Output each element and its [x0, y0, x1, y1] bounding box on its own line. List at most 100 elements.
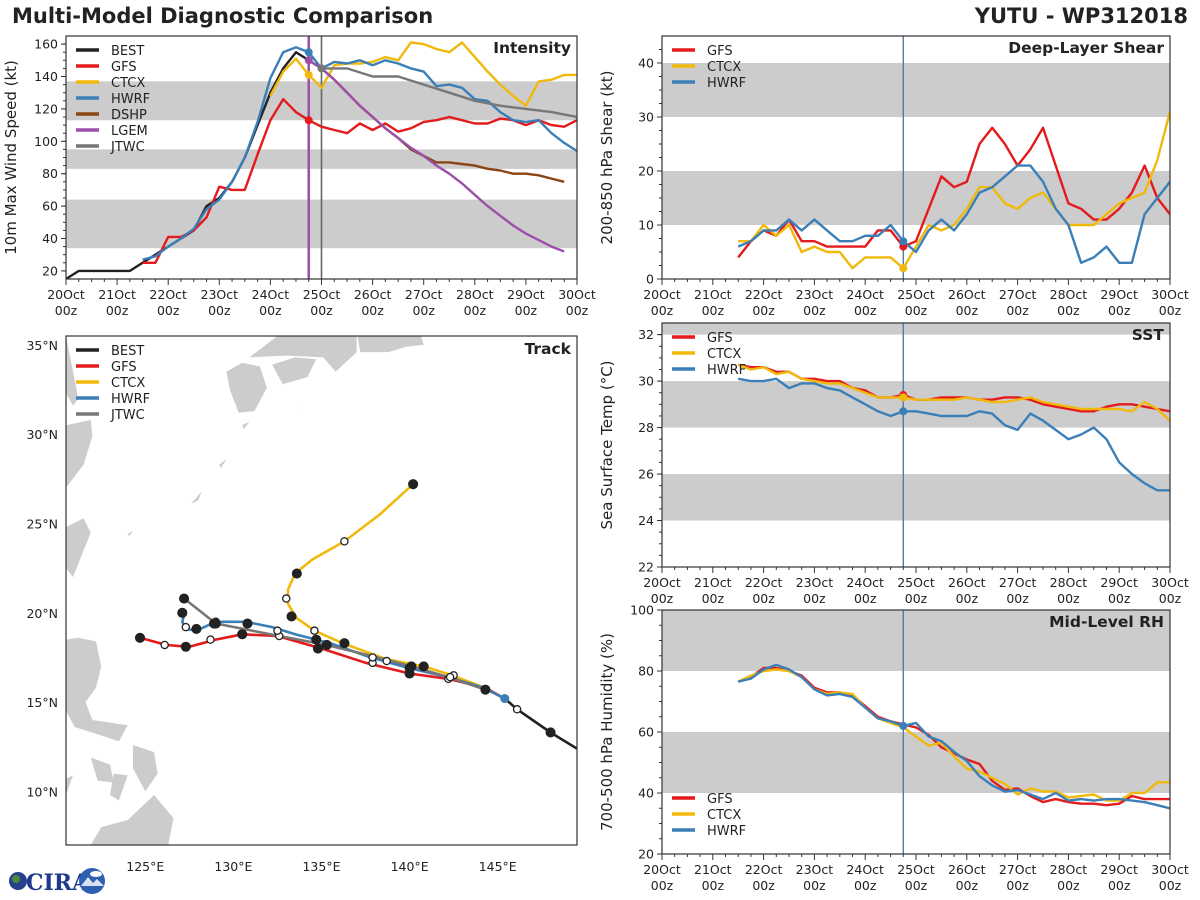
y-tick-label: 22	[638, 560, 654, 575]
marker-jtwc	[317, 64, 326, 73]
landmass	[66, 637, 128, 742]
track-filled-point	[286, 611, 297, 622]
x-tick-label: 26Oct	[948, 575, 986, 590]
x-tick-sublabel: 00z	[803, 303, 826, 318]
x-tick-sublabel: 00z	[651, 591, 674, 606]
legend-label-best: BEST	[111, 344, 144, 359]
x-tick-label: 23Oct	[201, 287, 239, 302]
x-tick-label: 25Oct	[303, 287, 341, 302]
cira-logo: CIRA	[9, 868, 105, 896]
x-tick-label: 28Oct	[456, 287, 494, 302]
x-tick-label: 20Oct	[47, 287, 85, 302]
y-tick-label: 80	[42, 166, 58, 181]
track-open-point	[382, 656, 391, 666]
x-tick-sublabel: 00z	[905, 303, 928, 318]
x-tick-sublabel: 00z	[702, 303, 725, 318]
marker-hwrf	[899, 721, 908, 730]
legend-label-gfs: GFS	[111, 360, 137, 375]
track-filled-point	[339, 638, 350, 649]
panel-title: Mid-Level RH	[1049, 613, 1164, 631]
x-tick-label: 30Oct	[1151, 575, 1189, 590]
x-tick-label: 21Oct	[694, 862, 732, 877]
series-line-hwrf	[737, 663, 1170, 810]
track-filled-point	[408, 479, 419, 490]
rh-panel: 2040608010020Oct00z21Oct00z22Oct00z23Oct…	[598, 603, 1189, 894]
landmass	[90, 757, 114, 783]
x-tick-label: 23Oct	[796, 862, 834, 877]
track-current-position	[500, 694, 510, 704]
y-tick-label: 0	[646, 272, 654, 287]
x-tick-sublabel: 00z	[515, 303, 538, 318]
x-tick-label: 29Oct	[507, 287, 545, 302]
x-tick-sublabel: 00z	[464, 303, 487, 318]
x-tick-label: 22Oct	[149, 287, 187, 302]
x-tick-label: 20Oct	[643, 575, 681, 590]
x-tick-sublabel: 00z	[651, 878, 674, 893]
track-open-point	[273, 626, 282, 635]
legend-label-gfs: GFS	[707, 792, 733, 807]
lat-tick-label: 15°N	[26, 695, 58, 710]
series-line-jtwc	[321, 67, 577, 119]
marker-gfs	[304, 116, 313, 125]
series-line-gfs	[142, 98, 577, 264]
landmass	[191, 491, 202, 504]
x-tick-label: 25Oct	[897, 862, 935, 877]
track-open-point	[206, 635, 215, 644]
x-tick-sublabel: 00z	[1057, 303, 1080, 318]
landmass	[66, 419, 93, 488]
x-tick-label: 24Oct	[846, 575, 884, 590]
track-filled-point	[321, 639, 332, 651]
x-tick-sublabel: 00z	[1159, 591, 1182, 606]
legend-label-ctcx: CTCX	[707, 347, 741, 362]
land-masses	[66, 336, 424, 845]
legend-label-best: BEST	[111, 44, 144, 59]
y-tick-label: 20	[638, 847, 654, 862]
track-open-point	[310, 626, 319, 635]
x-tick-label: 21Oct	[694, 575, 732, 590]
marker-hwrf	[899, 237, 908, 246]
lat-tick-label: 20°N	[26, 606, 58, 621]
y-axis-label: Sea Surface Temp (°C)	[598, 360, 616, 529]
legend-label-hwrf: HWRF	[111, 392, 150, 407]
x-tick-sublabel: 00z	[157, 303, 180, 318]
x-tick-label: 29Oct	[1100, 862, 1138, 877]
intensity-panel: 2040608010012014016020Oct00z21Oct00z22Oc…	[2, 35, 596, 318]
marker-ctcx	[899, 264, 908, 273]
legend-label-dshp: DSHP	[111, 108, 147, 123]
series-line-ctcx	[269, 41, 577, 107]
y-tick-label: 28	[638, 420, 654, 435]
legend-label-jtwc: JTWC	[110, 140, 145, 155]
x-tick-label: 26Oct	[948, 287, 986, 302]
x-tick-sublabel: 00z	[854, 878, 877, 893]
track-filled-point	[177, 607, 188, 618]
panel-title: SST	[1132, 326, 1165, 344]
landmass	[242, 421, 250, 429]
lon-tick-label: 125°E	[126, 859, 164, 874]
x-tick-sublabel: 00z	[1057, 591, 1080, 606]
y-axis-label: 10m Max Wind Speed (kt)	[2, 60, 20, 255]
series-line-gfs	[737, 126, 1170, 259]
track-open-point	[445, 672, 455, 682]
y-tick-label: 120	[34, 101, 58, 116]
x-tick-sublabel: 00z	[1006, 303, 1029, 318]
track-open-point	[160, 640, 169, 650]
panel-title: Track	[525, 340, 572, 358]
x-tick-label: 27Oct	[999, 575, 1037, 590]
band	[662, 323, 1170, 335]
x-tick-label: 22Oct	[745, 287, 783, 302]
x-tick-sublabel: 00z	[1159, 878, 1182, 893]
page-title: Multi-Model Diagnostic Comparison	[12, 4, 434, 28]
track-filled-point	[312, 643, 324, 654]
x-tick-label: 26Oct	[354, 287, 392, 302]
marker-ctcx	[304, 70, 313, 79]
x-tick-label: 24Oct	[252, 287, 290, 302]
panel-title: Deep-Layer Shear	[1008, 39, 1164, 57]
x-tick-sublabel: 00z	[905, 591, 928, 606]
landmass	[66, 336, 79, 406]
x-tick-label: 23Oct	[796, 287, 834, 302]
track-open-point	[181, 622, 191, 632]
x-tick-sublabel: 00z	[702, 878, 725, 893]
x-tick-sublabel: 00z	[1006, 878, 1029, 893]
y-tick-label: 30	[638, 110, 654, 125]
